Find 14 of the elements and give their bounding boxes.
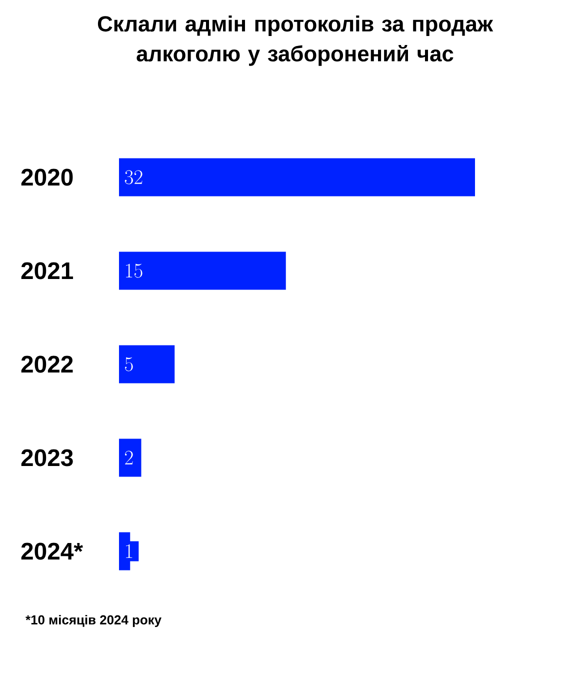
y-tick-label: 2021 [21, 262, 74, 280]
y-tick-label: 2023 [21, 449, 73, 466]
data-label: 2 [125, 450, 133, 464]
data-label: 5 [125, 357, 133, 372]
y-tick-label: 2020 [21, 168, 73, 186]
data-label: 15 [126, 264, 142, 278]
data-label: 1 [126, 544, 132, 558]
bar [119, 252, 286, 290]
chart-title: Склали адмін протоколів за продаж алкоголю у заборонений час [98, 16, 494, 66]
data-label: 32 [124, 170, 142, 184]
bar [119, 158, 475, 196]
text: *10 місяців 2024 року [26, 614, 162, 628]
y-tick-label: 2024* [21, 542, 83, 560]
y-tick-label: 2022 [21, 356, 73, 373]
